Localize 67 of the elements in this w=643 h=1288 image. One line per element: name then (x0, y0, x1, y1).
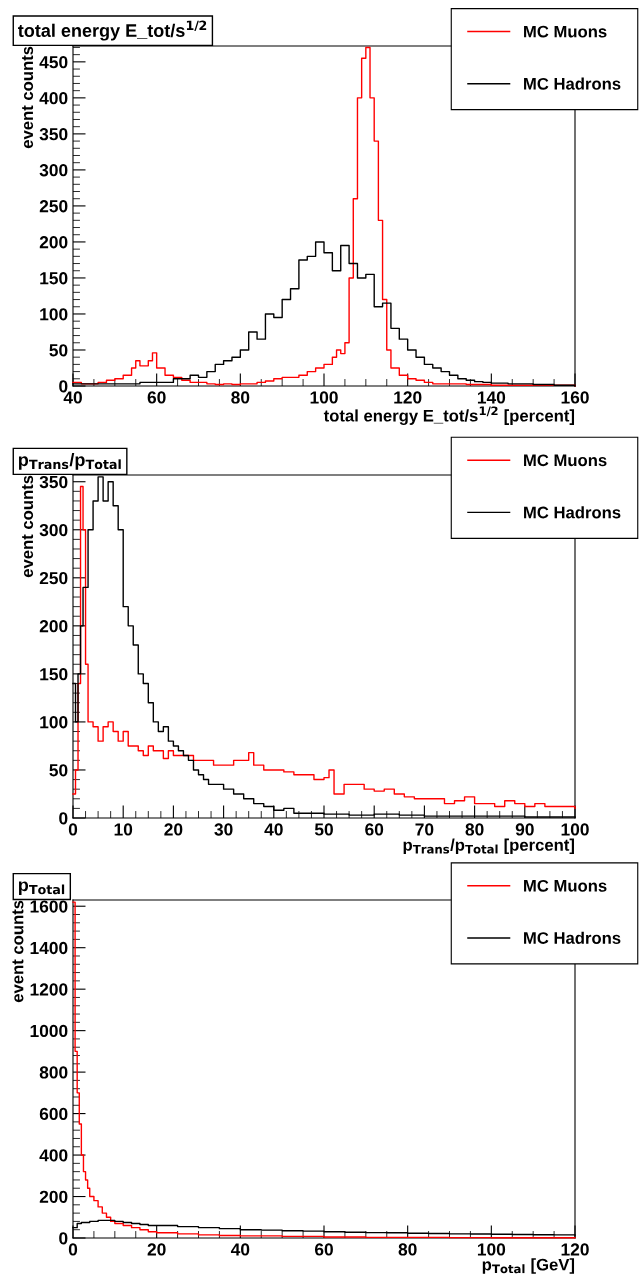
y-tick-label: 100 (40, 716, 68, 729)
x-tick-label: 20 (147, 1243, 166, 1256)
x-tick-label: 0 (68, 1243, 78, 1256)
y-tick-label: 1000 (30, 1024, 68, 1038)
x-tick-label: 0 (68, 823, 78, 836)
y-tick-label: 200 (39, 236, 68, 249)
y-tick-label: 400 (39, 1149, 68, 1162)
x-tick-label: 40 (230, 1243, 250, 1256)
chart-title: p$_{Total}$ (18, 881, 65, 895)
chart-title: total energy E_tot/s$^{1/2}$ (18, 20, 207, 41)
y-tick-label: 250 (39, 200, 68, 213)
legend-label: MC Muons (524, 25, 607, 38)
y-tick-label: 150 (40, 668, 68, 681)
y-tick-label: 300 (39, 523, 68, 537)
x-tick-label: 100 (561, 823, 589, 836)
x-tick-label: 80 (231, 391, 250, 404)
y-tick-label: 250 (39, 571, 68, 585)
y-tick-label: 0 (59, 812, 68, 825)
x-tick-label: 120 (561, 1243, 589, 1256)
chart-title: p$_{Trans}$/p$_{Total}$ (18, 452, 121, 470)
legend-label: MC Hadrons (524, 506, 621, 519)
y-tick-label: 1600 (30, 900, 68, 913)
x-tick-label: 10 (114, 823, 133, 836)
y-tick-label: 50 (49, 344, 68, 357)
x-tick-label: 40 (264, 823, 283, 836)
x-axis-title: p$_{Trans}$/p$_{Total}$ [percent] (403, 838, 574, 855)
y-tick-label: 200 (39, 1190, 68, 1203)
y-tick-label: 0 (59, 1232, 68, 1245)
x-tick-label: 60 (365, 823, 384, 836)
y-tick-label: 600 (39, 1107, 68, 1121)
y-axis-title: event counts (22, 475, 34, 578)
x-tick-label: 50 (314, 823, 333, 836)
legend-label: MC Hadrons (524, 77, 621, 90)
y-tick-label: 300 (39, 164, 68, 177)
y-tick-label: 150 (40, 272, 68, 285)
y-axis-title: event counts (12, 900, 24, 1003)
x-tick-label: 100 (310, 391, 338, 404)
y-tick-label: 450 (39, 56, 68, 69)
x-tick-label: 140 (477, 391, 506, 404)
x-tick-label: 90 (515, 823, 534, 836)
legend-label: MC Muons (524, 879, 607, 892)
x-tick-label: 80 (398, 1243, 417, 1256)
y-tick-label: 350 (39, 128, 68, 141)
legend-label: MC Muons (524, 454, 607, 467)
y-tick-label: 50 (49, 764, 68, 777)
y-tick-label: 1400 (30, 941, 68, 955)
x-tick-label: 60 (147, 391, 166, 404)
y-tick-label: 100 (40, 308, 68, 321)
x-axis-title: total energy E_tot/s$^{1/2}$ [percent] (323, 406, 575, 425)
x-tick-label: 160 (561, 391, 589, 404)
y-tick-label: 400 (39, 92, 68, 105)
x-tick-label: 40 (63, 391, 82, 404)
y-tick-label: 0 (59, 380, 68, 393)
x-tick-label: 20 (164, 823, 183, 836)
x-tick-label: 60 (314, 1243, 333, 1256)
x-tick-label: 120 (394, 391, 422, 404)
y-tick-label: 800 (39, 1066, 68, 1079)
y-tick-label: 200 (39, 620, 68, 633)
y-tick-label: 1200 (30, 983, 68, 996)
x-tick-label: 100 (477, 1243, 506, 1256)
x-axis-title: p$_{Total}$ [GeV] (482, 1258, 575, 1274)
legend-label: MC Hadrons (524, 931, 621, 944)
x-tick-label: 70 (415, 823, 434, 836)
y-axis-title: event counts (22, 46, 34, 149)
x-tick-label: 30 (214, 823, 233, 836)
y-tick-label: 350 (39, 475, 68, 489)
x-tick-label: 80 (465, 823, 484, 836)
